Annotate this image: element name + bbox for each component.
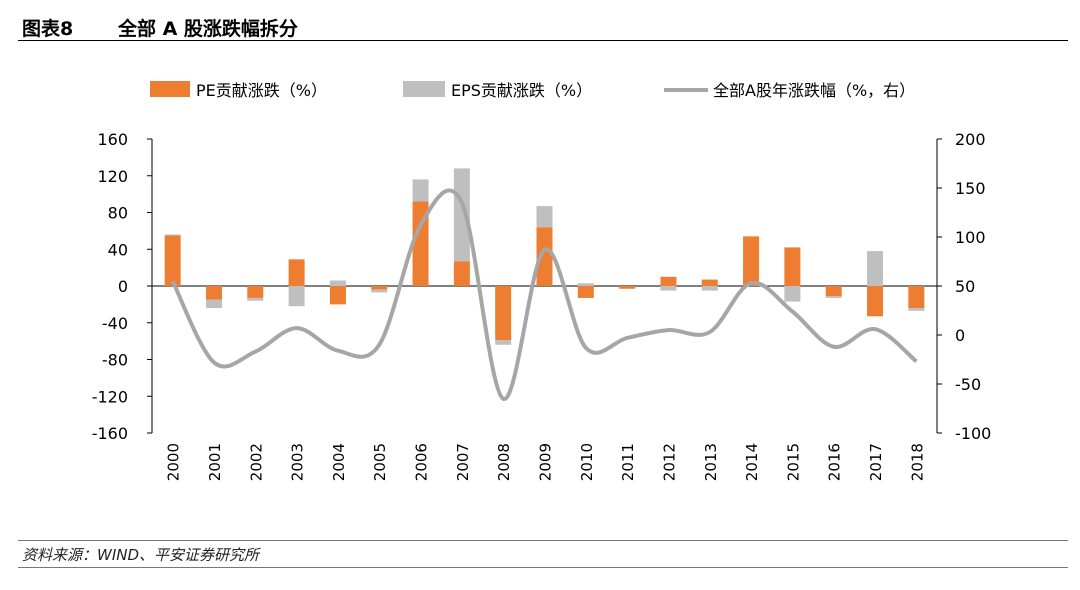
legend-label-pe: PE贡献涨跌（%） bbox=[196, 81, 327, 100]
legend-swatch-pe bbox=[150, 81, 190, 97]
market-return-line bbox=[170, 188, 918, 401]
right-tick-label: 50 bbox=[955, 277, 975, 296]
left-tick-label: -40 bbox=[102, 314, 128, 333]
x-tick-label: 2013 bbox=[702, 443, 720, 481]
eps-bar bbox=[412, 179, 429, 202]
right-tick-label: -100 bbox=[955, 424, 991, 443]
legend-label-line: 全部A股年涨跌幅（%，右） bbox=[713, 81, 915, 100]
right-tick-label: 100 bbox=[955, 228, 986, 247]
x-tick-label: 2007 bbox=[454, 443, 472, 481]
x-tick-label: 2014 bbox=[743, 443, 761, 481]
source-note: 资料来源：WIND、平安证券研究所 bbox=[22, 546, 260, 564]
source-bar: 资料来源：WIND、平安证券研究所 bbox=[18, 540, 1068, 568]
x-tick-label: 2018 bbox=[908, 443, 926, 481]
x-tick-label: 2015 bbox=[784, 443, 802, 481]
x-tick-label: 2011 bbox=[619, 443, 637, 481]
pe-bar bbox=[619, 286, 636, 289]
pe-bar bbox=[536, 227, 553, 286]
pe-bar bbox=[329, 286, 346, 305]
pe-bar bbox=[164, 235, 181, 286]
pe-bar bbox=[205, 286, 222, 300]
eps-bar bbox=[329, 280, 346, 286]
bars bbox=[164, 168, 925, 345]
left-tick-label: -120 bbox=[92, 387, 128, 406]
left-tick-label: 80 bbox=[108, 204, 128, 223]
eps-bar bbox=[495, 340, 512, 345]
pe-bar bbox=[453, 261, 470, 286]
left-tick-label: 40 bbox=[108, 240, 128, 259]
x-tick-label: 2001 bbox=[206, 443, 224, 481]
legend-label-eps: EPS贡献涨跌（%） bbox=[451, 81, 592, 100]
x-tick-label: 2010 bbox=[578, 443, 596, 481]
eps-bar bbox=[371, 289, 388, 293]
pe-bar bbox=[867, 286, 884, 317]
eps-bar bbox=[867, 251, 884, 286]
legend-swatch-eps bbox=[403, 81, 445, 97]
left-tick-label: 120 bbox=[97, 167, 128, 186]
figure-title: 全部 A 股涨跌幅拆分 bbox=[118, 18, 298, 40]
pe-bar bbox=[825, 286, 842, 297]
figure-number: 图表8 bbox=[22, 18, 74, 40]
eps-bar bbox=[453, 168, 470, 262]
x-tick-label: 2008 bbox=[495, 443, 513, 481]
eps-bar bbox=[908, 308, 925, 311]
pe-bar bbox=[577, 286, 594, 298]
x-tick-label: 2009 bbox=[537, 443, 555, 481]
pe-bar bbox=[247, 286, 264, 298]
right-tick-label: 200 bbox=[955, 130, 986, 149]
pe-bar bbox=[288, 259, 305, 286]
x-tick-label: 2017 bbox=[867, 443, 885, 481]
left-tick-label: -160 bbox=[92, 424, 128, 443]
eps-bar bbox=[784, 286, 801, 302]
x-tick-label: 2006 bbox=[413, 443, 431, 481]
legend: PE贡献涨跌（%） EPS贡献涨跌（%） 全部A股年涨跌幅（%，右） bbox=[150, 81, 915, 100]
eps-bar bbox=[205, 299, 222, 309]
lines bbox=[170, 188, 918, 401]
eps-bar bbox=[577, 283, 594, 286]
right-tick-label: -50 bbox=[955, 375, 981, 394]
x-tick-label: 2005 bbox=[371, 443, 389, 481]
x-tick-label: 2012 bbox=[660, 443, 678, 481]
pe-bar bbox=[784, 247, 801, 286]
eps-bar bbox=[536, 206, 553, 228]
x-tick-label: 2003 bbox=[289, 443, 307, 481]
pe-bar bbox=[660, 276, 677, 286]
axes: 160 120 80 40 0 -40 -80 -120 -160 200 150 100 50 0 -50… bbox=[92, 130, 992, 481]
left-tick-label: 160 bbox=[97, 130, 128, 149]
x-tick-label: 2002 bbox=[247, 443, 265, 481]
left-tick-label: -80 bbox=[102, 351, 128, 370]
right-tick-label: 0 bbox=[955, 326, 965, 345]
pe-bar bbox=[412, 201, 429, 286]
eps-bar bbox=[825, 296, 842, 298]
pe-bar bbox=[495, 286, 512, 341]
pe-bar bbox=[371, 286, 388, 290]
eps-bar bbox=[288, 286, 305, 307]
eps-bar bbox=[247, 297, 264, 301]
x-tick-label: 2016 bbox=[826, 443, 844, 481]
left-tick-label: 0 bbox=[118, 277, 128, 296]
eps-bar bbox=[660, 286, 677, 291]
x-tick-label: 2004 bbox=[330, 443, 348, 481]
pe-bar bbox=[908, 286, 925, 309]
pe-bar bbox=[743, 236, 760, 286]
right-tick-label: 150 bbox=[955, 179, 986, 198]
eps-bar bbox=[701, 286, 718, 291]
eps-bar bbox=[164, 234, 181, 236]
x-tick-label: 2000 bbox=[165, 443, 183, 481]
figure-title-bar: 图表8 全部 A 股涨跌幅拆分 bbox=[18, 10, 1068, 41]
pe-bar bbox=[701, 279, 718, 286]
